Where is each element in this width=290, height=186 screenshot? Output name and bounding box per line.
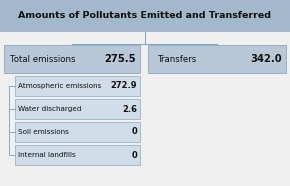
Text: Internal landfills: Internal landfills xyxy=(18,152,76,158)
Text: Amounts of Pollutants Emitted and Transferred: Amounts of Pollutants Emitted and Transf… xyxy=(19,12,271,20)
Bar xyxy=(0,0,290,32)
Text: 342.0: 342.0 xyxy=(250,54,282,64)
Text: Soil emissions: Soil emissions xyxy=(18,129,69,135)
Bar xyxy=(15,122,140,142)
Text: 275.5: 275.5 xyxy=(104,54,136,64)
Bar xyxy=(15,145,140,165)
Text: Water discharged: Water discharged xyxy=(18,106,81,112)
Text: 272.9: 272.9 xyxy=(110,81,137,91)
Bar xyxy=(4,45,140,73)
Text: 0: 0 xyxy=(131,127,137,137)
Text: Total emissions: Total emissions xyxy=(10,54,75,63)
Bar xyxy=(148,45,286,73)
Text: Transfers: Transfers xyxy=(158,54,197,63)
Text: Atmospheric emissions: Atmospheric emissions xyxy=(18,83,102,89)
Text: 2.6: 2.6 xyxy=(122,105,137,113)
Bar xyxy=(15,76,140,96)
Text: 0: 0 xyxy=(131,150,137,160)
Bar xyxy=(15,99,140,119)
